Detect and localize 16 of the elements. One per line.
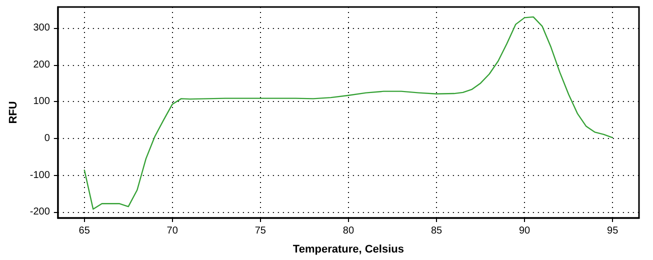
y-tick-label: 100 — [33, 96, 50, 108]
y-tick-label: 300 — [33, 22, 50, 34]
y-tick-label: -100 — [30, 170, 50, 181]
x-tick-label: 75 — [254, 226, 266, 236]
x-tick-label: 80 — [342, 226, 354, 236]
x-tick-label: 90 — [518, 226, 531, 236]
x-tick-label: 65 — [78, 226, 90, 236]
x-tick-label: 95 — [607, 226, 619, 236]
y-axis-title: RFU — [8, 101, 20, 124]
y-tick-label: 0 — [44, 132, 50, 144]
line-series — [84, 16, 614, 210]
x-tick-label: 85 — [430, 226, 442, 236]
x-tick-label: 70 — [166, 226, 178, 236]
y-tick-label: 200 — [33, 59, 50, 70]
y-tick-label: -200 — [30, 206, 50, 218]
x-axis-title: Temperature, Celsius — [292, 244, 404, 256]
